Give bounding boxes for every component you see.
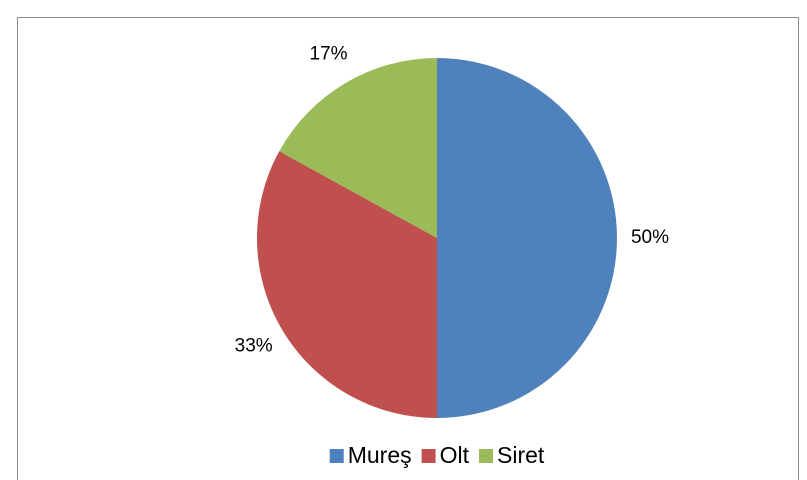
data-label: 50% bbox=[631, 227, 669, 248]
legend-label: Siret bbox=[497, 442, 545, 468]
data-label: 17% bbox=[310, 44, 348, 65]
data-label: 33% bbox=[235, 335, 273, 356]
legend-swatch bbox=[329, 449, 344, 463]
pie-slice bbox=[279, 58, 437, 238]
pie-slice bbox=[257, 151, 437, 418]
legend-label: Olt bbox=[440, 442, 470, 468]
legend-swatch bbox=[479, 449, 493, 463]
pie-slice bbox=[437, 58, 617, 418]
legend-label: Mureş bbox=[348, 442, 412, 468]
legend-swatch bbox=[421, 449, 436, 463]
